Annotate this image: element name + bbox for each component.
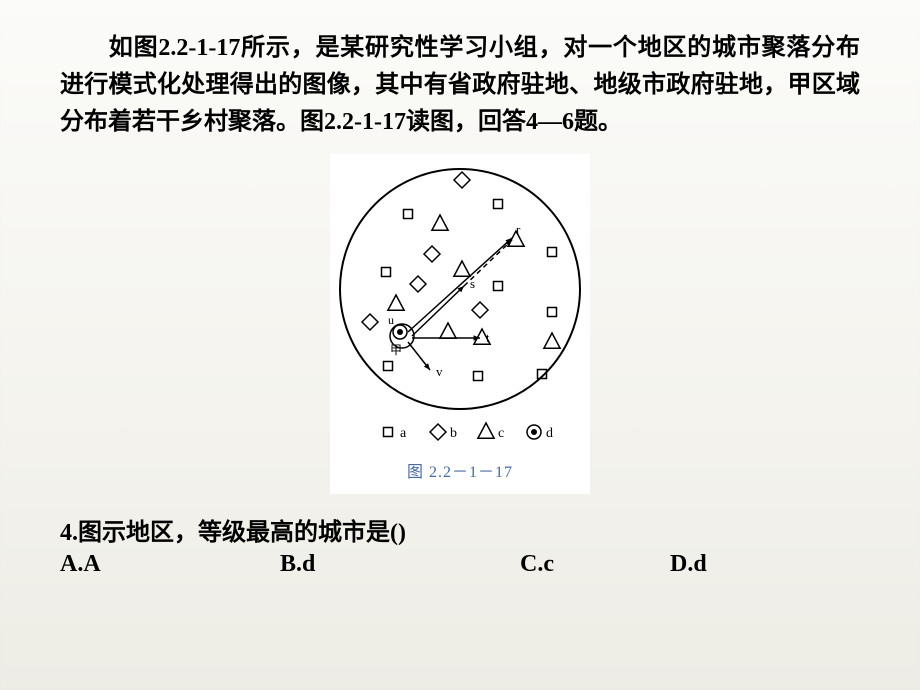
- question-4: 4.图示地区，等级最高的城市是(): [60, 512, 860, 547]
- svg-text:d: d: [546, 426, 553, 441]
- intro-paragraph: 如图2.2-1-17所示，是某研究性学习小组，对一个地区的城市聚落分布进行模式化…: [60, 30, 860, 142]
- figure-svg: rstv甲uabcd: [330, 154, 590, 454]
- option-a: A.A: [60, 551, 280, 578]
- svg-text:c: c: [498, 426, 504, 441]
- content-area: 如图2.2-1-17所示，是某研究性学习小组，对一个地区的城市聚落分布进行模式化…: [60, 30, 860, 578]
- svg-text:u: u: [388, 313, 394, 327]
- figure-container: rstv甲uabcd 图 2.2－1－17: [330, 154, 590, 494]
- svg-text:t: t: [486, 330, 490, 345]
- svg-text:b: b: [450, 426, 457, 441]
- figure-caption: 图 2.2－1－17: [407, 458, 513, 482]
- svg-text:a: a: [400, 426, 407, 441]
- svg-text:v: v: [436, 364, 443, 379]
- paragraph-text: 如图2.2-1-17所示，是某研究性学习小组，对一个地区的城市聚落分布进行模式化…: [60, 35, 860, 135]
- option-b: B.d: [280, 551, 520, 578]
- slide: 如图2.2-1-17所示，是某研究性学习小组，对一个地区的城市聚落分布进行模式化…: [0, 0, 920, 690]
- svg-text:r: r: [516, 222, 521, 237]
- options-row: A.A B.d C.c D.d: [60, 551, 860, 578]
- option-c: C.c: [520, 551, 670, 578]
- option-d: D.d: [670, 551, 707, 578]
- question-number: 4.: [60, 520, 78, 546]
- svg-text:甲: 甲: [390, 343, 402, 357]
- question-text: 图示地区，等级最高的城市是(): [78, 520, 406, 546]
